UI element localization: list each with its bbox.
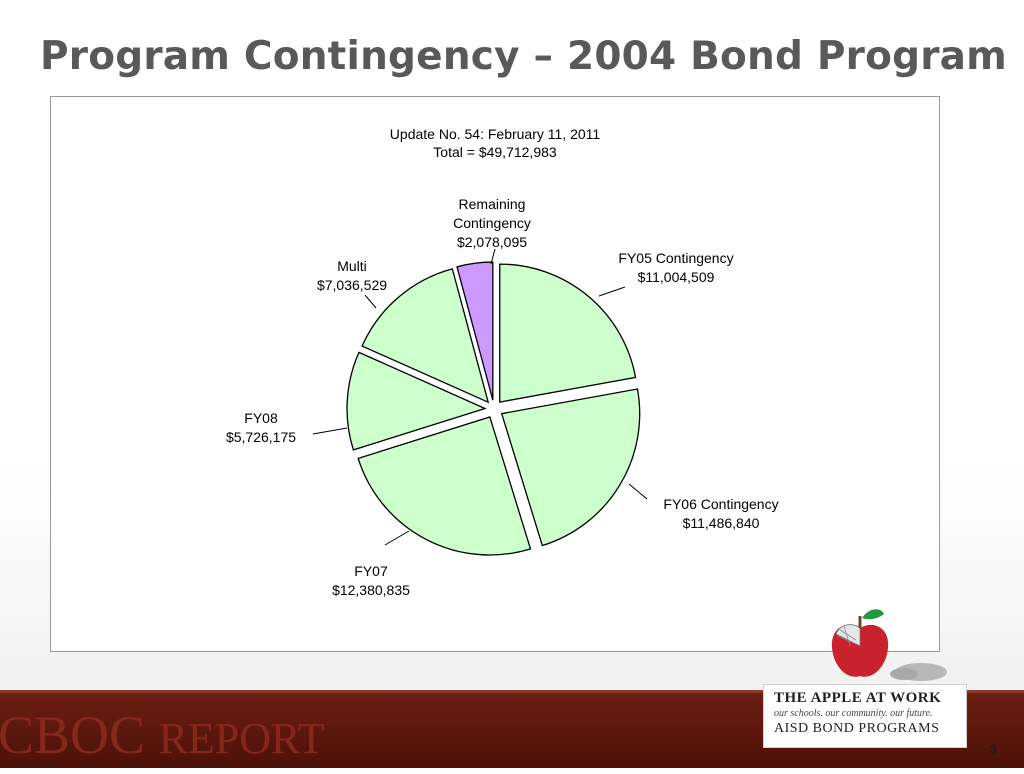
apple-logo-icon <box>831 609 947 681</box>
slice-value-fy08: $5,726,175 <box>225 429 297 445</box>
slice-name-remaining: Remaining Contingency <box>453 196 531 231</box>
slice-name-multi: Multi <box>337 258 367 274</box>
footer-report-title: CBOC REPORT <box>0 700 325 774</box>
footer-report-big: CBOC <box>0 705 146 765</box>
pie-slice-multi <box>361 268 490 404</box>
slice-value-fy06: $11,486,840 <box>682 515 760 531</box>
slice-name-fy06: FY06 Contingency <box>663 496 779 512</box>
slide-title: Program Contingency – 2004 Bond Program <box>40 34 1007 79</box>
slice-label-multi: Multi $7,036,529 <box>297 257 407 295</box>
brand-line3: AISD BOND PROGRAMS <box>774 721 940 736</box>
slice-name-fy07: FY07 <box>354 563 388 579</box>
pie-slice-fy05 <box>499 263 637 403</box>
slice-value-multi: $7,036,529 <box>316 277 388 293</box>
brand-line1: THE APPLE AT WORK <box>774 690 942 706</box>
slice-value-remaining: $2,078,095 <box>456 234 528 250</box>
slice-name-fy05: FY05 Contingency <box>618 250 734 266</box>
slice-label-fy08: FY08 $5,726,175 <box>206 409 316 447</box>
page-number: 3 <box>990 742 997 756</box>
pie-slice-fy07 <box>357 416 532 556</box>
leader-line-remaining <box>490 248 496 265</box>
slice-value-fy05: $11,004,509 <box>637 269 715 285</box>
slice-label-fy05: FY05 Contingency $11,004,509 <box>581 249 771 287</box>
chart-title: Update No. 54: February 11, 2011 <box>389 126 601 142</box>
footer-report-small: REPORT <box>158 714 325 763</box>
pie-chart <box>312 248 648 556</box>
chart-subtitle: Total = $49,712,983 <box>433 144 557 160</box>
leader-line-fy08 <box>312 427 348 435</box>
chart-title-block: Update No. 54: February 11, 2011 Total =… <box>51 125 939 161</box>
pie-slice-remaining <box>456 261 494 401</box>
slice-value-fy07: $12,380,835 <box>332 582 410 598</box>
brand-box: THE APPLE AT WORK our schools. our commu… <box>763 684 967 748</box>
slice-label-remaining: Remaining Contingency $2,078,095 <box>432 195 552 252</box>
leader-line-fy05 <box>598 286 626 297</box>
brand-line2: our schools. our community. our future. <box>774 708 933 719</box>
pie-slice-fy06 <box>500 388 641 547</box>
pie-slice-fy08 <box>346 351 487 451</box>
leader-line-multi <box>364 294 377 309</box>
slice-label-fy07: FY07 $12,380,835 <box>301 562 441 600</box>
chart-frame: Update No. 54: February 11, 2011 Total =… <box>50 96 940 652</box>
leader-line-fy07 <box>384 530 410 546</box>
slice-name-fy08: FY08 <box>244 410 278 426</box>
leader-line-fy06 <box>628 483 648 500</box>
slice-label-fy06: FY06 Contingency $11,486,840 <box>626 495 816 533</box>
